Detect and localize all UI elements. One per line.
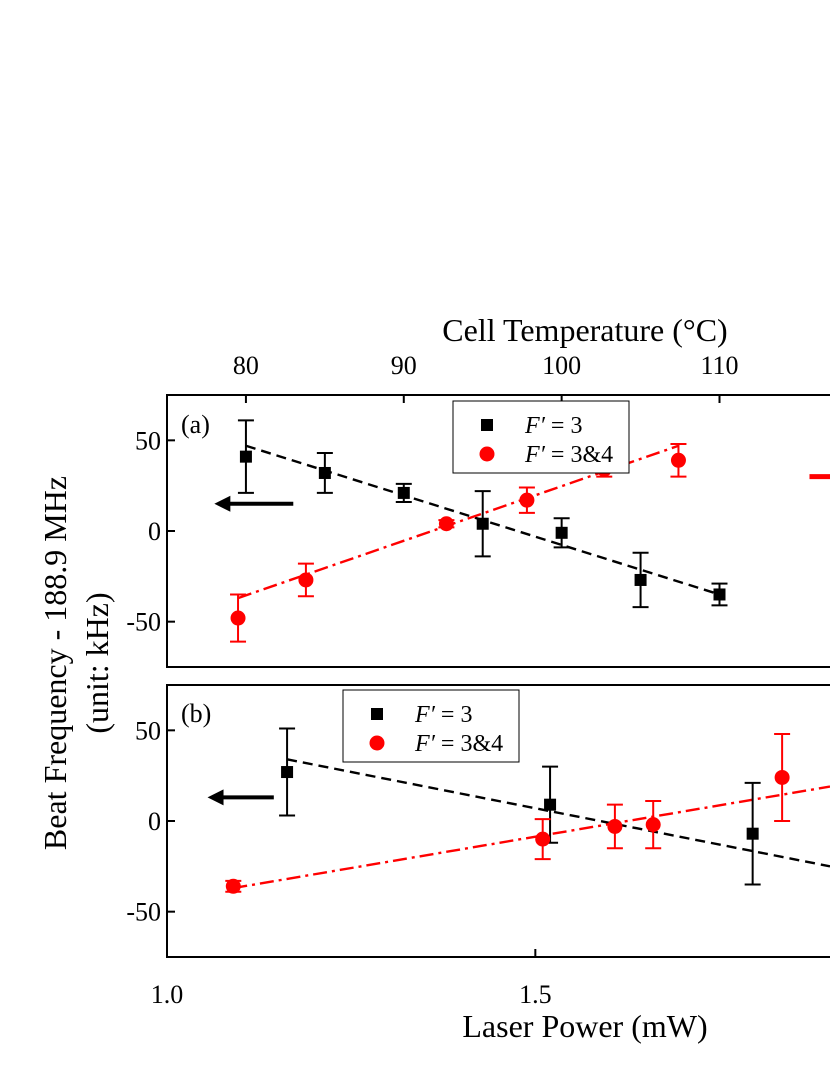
top-x-tick-label: 110: [700, 351, 738, 380]
data-point-square: [634, 573, 647, 586]
legend-label: F′ = 3: [414, 702, 472, 728]
legend-label-value: = 3&4: [435, 731, 503, 757]
legend: F′ = 3F′ = 3&4: [452, 400, 630, 474]
x-tick-label: 1.0: [151, 980, 184, 1009]
data-point-square: [239, 450, 252, 463]
top-x-tick-label: 80: [233, 351, 259, 380]
data-point-square: [318, 466, 331, 479]
legend-label-var: F′: [414, 702, 436, 728]
data-point-square: [281, 766, 294, 779]
data-point-square: [713, 588, 726, 601]
legend-marker-square: [481, 419, 493, 431]
data-point-square: [746, 827, 759, 840]
legend-label: F′ = 3: [524, 413, 582, 439]
legend-box: [452, 400, 630, 474]
legend: F′ = 3F′ = 3&4: [342, 689, 520, 763]
legend-label-value: = 3: [545, 413, 583, 439]
legend-label: F′ = 3&4: [414, 731, 503, 757]
y-axis-label-line-2: (unit: kHz): [79, 592, 115, 733]
y-tick-label: 50: [135, 426, 161, 455]
panel-label: (a): [181, 410, 210, 439]
data-point-circle: [519, 492, 535, 508]
top-x-tick-label: 100: [542, 351, 581, 380]
fit-line: [286, 758, 830, 868]
data-point-circle: [438, 516, 454, 532]
data-point-circle: [225, 878, 241, 894]
legend-label-value: = 3&4: [545, 442, 613, 468]
legend-marker-circle: [479, 446, 495, 462]
data-point-square: [555, 526, 568, 539]
legend-label-var: F′: [524, 442, 546, 468]
data-point-square: [397, 486, 410, 499]
arrow-head: [214, 495, 231, 512]
data-point-circle: [230, 610, 246, 626]
data-point-circle: [670, 452, 686, 468]
legend-marker-square: [371, 708, 383, 720]
y-tick-label: -50: [126, 898, 161, 927]
panel-a: 50 0 -50 80 90 100 110 Cell Temperature (°C) (a)…: [126, 312, 830, 668]
legend-box: [342, 689, 520, 763]
data-point-circle: [645, 817, 661, 833]
legend-label-var: F′: [524, 413, 546, 439]
data-point-circle: [774, 769, 790, 785]
y-tick-label: 0: [148, 517, 161, 546]
data-point-circle: [535, 831, 551, 847]
y-tick-label: -50: [126, 608, 161, 637]
fit-line: [233, 785, 830, 890]
legend-label-value: = 3: [435, 702, 473, 728]
x-axis-label: Laser Power (mW): [462, 1008, 707, 1044]
top-x-tick-label: 90: [391, 351, 417, 380]
y-axis-label-line-1: Beat Frequency - 188.9 MHz: [37, 476, 73, 850]
legend-label-var: F′: [414, 731, 436, 757]
panel-label: (b): [181, 699, 211, 728]
data-point-circle: [298, 572, 314, 588]
top-x-axis-label: Cell Temperature (°C): [442, 312, 727, 348]
legend-marker-circle: [369, 735, 385, 751]
data-point-circle: [607, 818, 623, 834]
data-point-square: [544, 798, 557, 811]
arrow-head: [207, 789, 224, 806]
y-tick-label: 0: [148, 807, 161, 836]
data-point-square: [476, 517, 489, 530]
x-tick-label: 1.5: [519, 980, 552, 1009]
y-tick-label: 50: [135, 716, 161, 745]
legend-label: F′ = 3&4: [524, 442, 613, 468]
